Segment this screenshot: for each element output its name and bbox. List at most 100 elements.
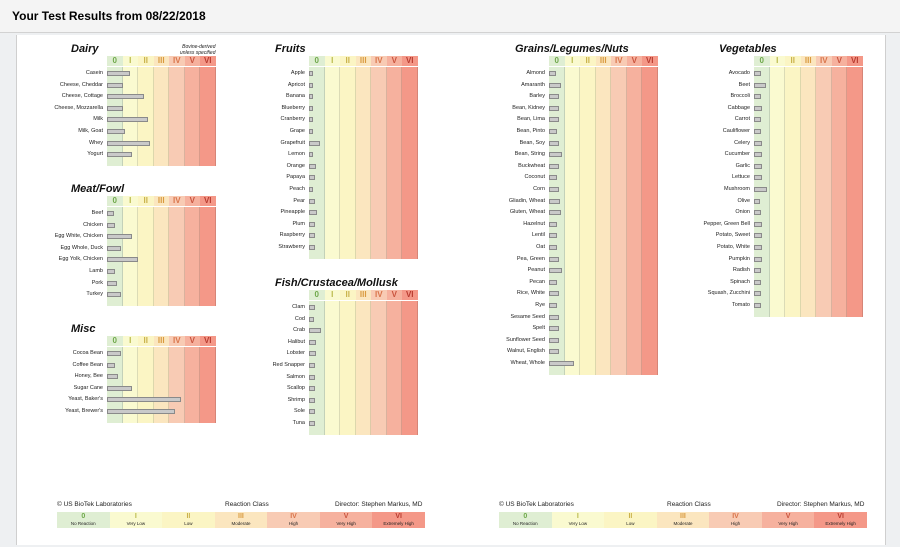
reaction-bar <box>754 303 761 308</box>
reaction-bar <box>309 351 316 357</box>
legend-numeral: IV <box>732 513 739 520</box>
reaction-bar <box>309 82 313 88</box>
legend-numeral: III <box>238 513 244 520</box>
reaction-bar <box>754 245 762 250</box>
food-label: Halibut <box>287 338 305 345</box>
food-label: Wheat, Whole <box>510 360 545 366</box>
class-header-4: IV <box>611 56 627 66</box>
band-column <box>402 67 418 259</box>
reaction-bar <box>754 187 767 192</box>
class-header-0: 0 <box>754 56 770 66</box>
class-header-3: III <box>800 56 816 66</box>
reaction-bar <box>549 233 557 239</box>
band-column <box>611 67 627 375</box>
food-label: Grape <box>289 128 305 134</box>
class-header-4: IV <box>816 56 832 66</box>
band-column <box>153 207 169 306</box>
band-column <box>324 301 340 435</box>
band-column <box>831 67 847 317</box>
class-header-1: I <box>769 56 785 66</box>
food-label: Bean, Lima <box>517 116 545 123</box>
class-band <box>549 67 658 375</box>
legend-name: Low <box>626 521 635 526</box>
food-label: Milk <box>93 116 103 123</box>
class-header-2: II <box>785 56 801 66</box>
class-header-6: VI <box>200 56 216 66</box>
class-header-6: VI <box>200 196 216 206</box>
reaction-bar <box>754 82 766 88</box>
food-label: Raspberry <box>279 232 305 239</box>
reaction-bar <box>309 221 315 227</box>
legend-cell-extremely-high: VI Extremely High <box>372 512 425 528</box>
food-label: Gliadin, Wheat <box>508 197 545 204</box>
class-header: 0 I II III IV V VI <box>309 290 418 300</box>
band-column <box>169 347 185 423</box>
food-label: Clam <box>292 304 305 310</box>
reaction-bar <box>549 314 559 320</box>
food-label: Almond <box>526 70 545 76</box>
food-label: Orange <box>286 162 305 169</box>
food-label: Lobster <box>286 350 305 357</box>
reaction-bar <box>309 305 315 310</box>
food-label: Oat <box>536 244 545 250</box>
band-column <box>626 67 642 375</box>
reaction-bar <box>107 71 131 76</box>
footer-director: Director: Stephen Markus, MD <box>335 501 423 508</box>
reaction-bar <box>549 94 559 100</box>
legend-cell-low: II Low <box>604 512 657 528</box>
reaction-bar <box>754 105 762 111</box>
band-column <box>386 67 402 259</box>
reaction-bar <box>549 349 559 355</box>
footer-legend-title: Reaction Class <box>225 501 269 508</box>
food-label: Bean, Kidney <box>512 104 545 111</box>
reaction-bar <box>309 105 314 111</box>
band-column <box>386 301 402 435</box>
class-header-0: 0 <box>309 290 325 300</box>
class-band <box>309 301 418 435</box>
food-label: Gluten, Wheat <box>509 209 545 216</box>
food-label: Beef <box>91 210 103 216</box>
class-header-4: IV <box>169 196 185 206</box>
food-label: Yogurt <box>87 151 103 158</box>
legend-name: No Reaction <box>512 521 538 526</box>
reaction-bar <box>549 279 557 285</box>
reaction-bar <box>107 362 115 368</box>
reaction-bar <box>309 94 313 100</box>
reaction-bar <box>107 409 175 414</box>
reaction-bar <box>309 175 315 181</box>
food-label: Cauliflower <box>722 128 750 134</box>
reaction-bar <box>309 210 317 216</box>
reaction-bar <box>309 386 315 392</box>
reaction-bar <box>309 421 315 426</box>
reaction-bar <box>754 140 762 146</box>
legend-name: No Reaction <box>70 521 96 526</box>
food-label: Cod <box>294 315 305 322</box>
legend-numeral: 0 <box>523 513 528 520</box>
food-label: Cheese, Mozzarella <box>54 104 103 111</box>
legend-cell-very-low: I Very Low <box>109 512 163 528</box>
legend-numeral: VI <box>837 513 844 520</box>
class-header-4: IV <box>169 56 185 66</box>
class-header-1: I <box>122 196 138 206</box>
reaction-bar <box>549 256 559 262</box>
legend-name: Low <box>184 521 193 526</box>
food-label: Bean, String <box>514 151 545 158</box>
band-column <box>184 207 200 306</box>
class-header-5: V <box>184 336 200 346</box>
class-header-3: III <box>153 196 169 206</box>
reaction-bar <box>549 326 559 332</box>
reaction-bar <box>754 198 760 204</box>
band-column <box>355 67 371 259</box>
legend-name: Very High <box>336 521 356 526</box>
legend-name: Extremely High <box>825 521 856 526</box>
class-header-3: III <box>595 56 611 66</box>
reaction-bar <box>107 234 133 240</box>
legend-cell-very-high: V Very High <box>761 512 815 528</box>
reaction-bar <box>309 71 313 76</box>
band-column <box>122 347 138 423</box>
band-column <box>355 301 371 435</box>
band-column <box>642 67 658 375</box>
legend-numeral: V <box>343 513 349 520</box>
reaction-bar <box>309 187 314 192</box>
legend-numeral: II <box>186 513 191 520</box>
